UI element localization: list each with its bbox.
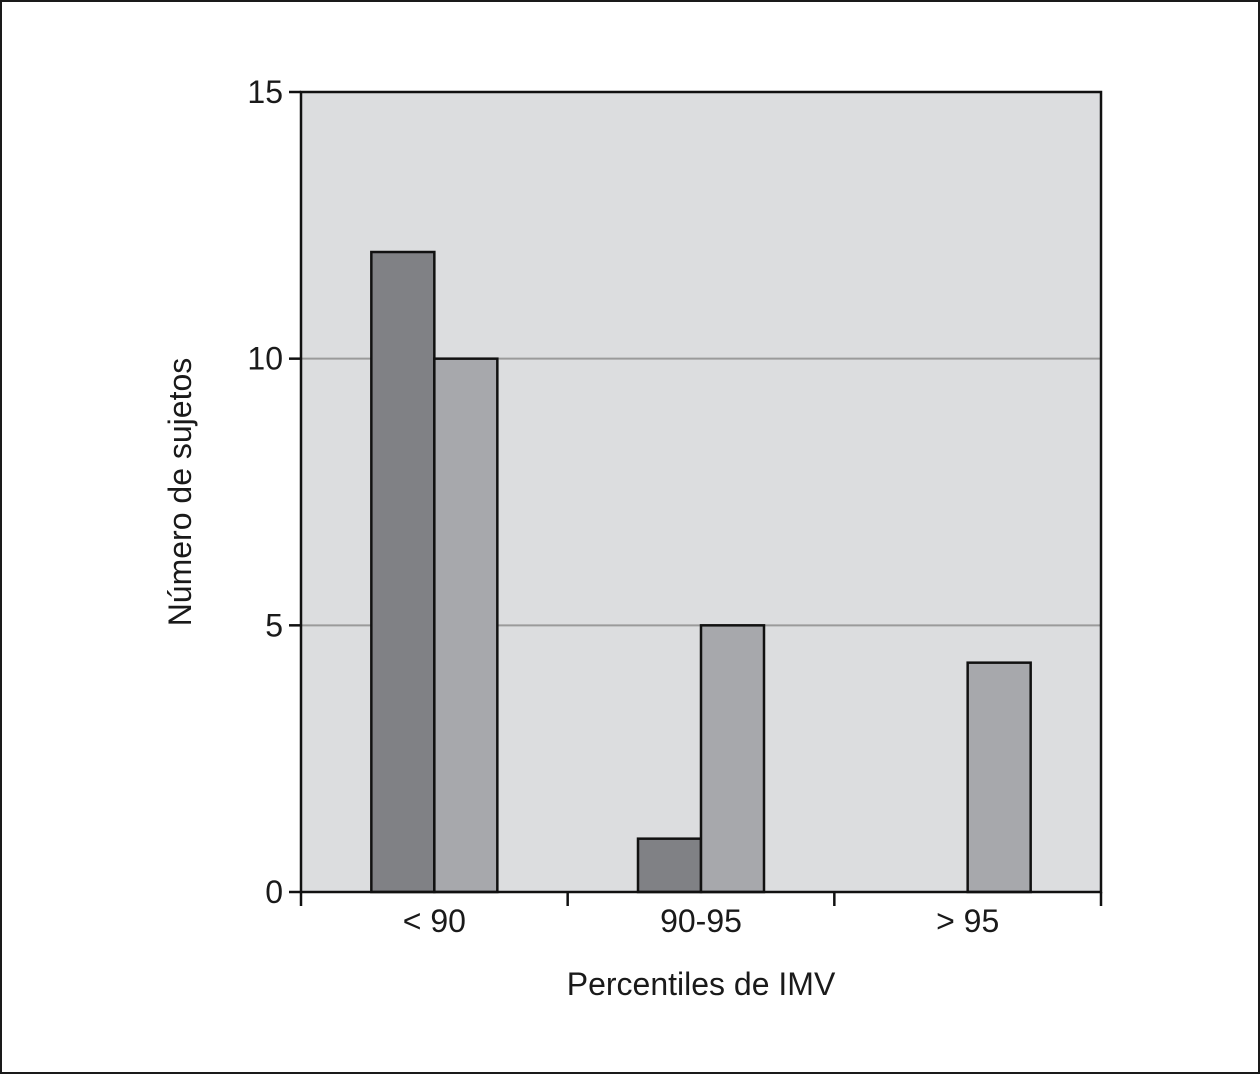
y-tick-label: 10 — [247, 341, 283, 377]
bars — [370, 250, 1032, 894]
bar — [636, 837, 703, 894]
bar — [699, 624, 766, 894]
y-tick-label: 0 — [265, 874, 283, 910]
x-tick-label: > 95 — [936, 903, 999, 939]
plot-border — [299, 90, 1103, 894]
axes — [289, 90, 1103, 906]
y-tick-label: 5 — [265, 607, 283, 643]
bar — [433, 357, 499, 894]
x-tick-labels: < 90 90-95 > 95 — [403, 903, 1000, 939]
x-tick-label: < 90 — [403, 903, 466, 939]
bar — [966, 661, 1032, 894]
y-tick-labels: 0 5 10 15 — [247, 74, 283, 910]
x-tick-label: 90-95 — [660, 903, 742, 939]
y-tick-label: 15 — [247, 74, 283, 110]
y-axis-label: Número de sujetos — [162, 358, 198, 627]
x-axis-label: Percentiles de IMV — [567, 966, 836, 1002]
bar — [370, 250, 436, 894]
